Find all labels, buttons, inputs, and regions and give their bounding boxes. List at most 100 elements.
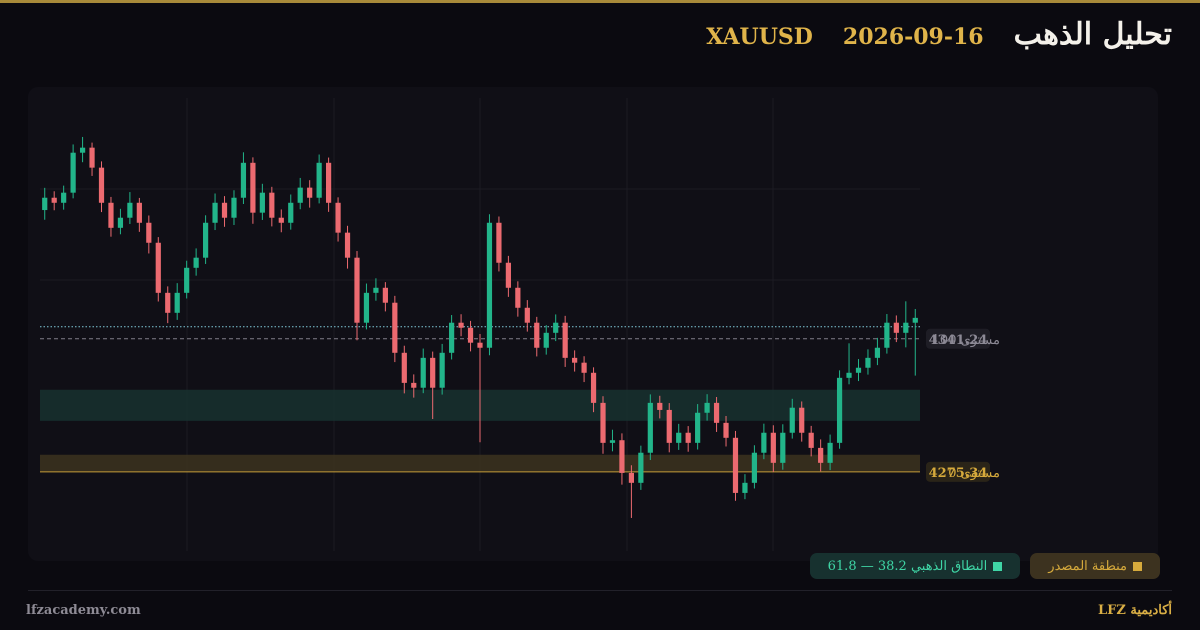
footer-brand: أكاديمية LFZ [1098, 603, 1172, 618]
candle-body [808, 432, 814, 448]
candle-body [382, 287, 388, 303]
candle-body [401, 352, 407, 383]
candle-body [344, 232, 351, 258]
candle-body [231, 197, 237, 218]
candle-body [912, 317, 918, 323]
candle-body [146, 222, 152, 243]
candle-body [174, 292, 180, 313]
candle-body [42, 197, 48, 211]
candle-body [326, 162, 332, 203]
candle-body [354, 257, 360, 323]
candle-body [430, 357, 436, 388]
candle-body [363, 292, 370, 323]
level-value-box [926, 461, 990, 482]
candle-body [903, 322, 909, 333]
candle-body [553, 322, 559, 333]
candle-body [212, 202, 218, 223]
candle-body [259, 192, 265, 213]
candle-body [449, 322, 455, 353]
level-label: مستوى 100 [932, 333, 1000, 348]
candle-body [278, 217, 284, 223]
candle-body [742, 482, 748, 493]
candle-body [420, 357, 426, 388]
candle-body [780, 432, 786, 463]
header: تحليل الذهب 2026-09-16 XAUUSD [706, 17, 1172, 52]
candle-body [316, 162, 322, 198]
candle-body [89, 147, 95, 168]
candle-body [657, 402, 663, 410]
candle-body [770, 432, 776, 463]
candle-body [524, 307, 530, 323]
candle-body [676, 432, 682, 443]
candle-body [713, 402, 720, 423]
candle-body [458, 322, 464, 328]
candle-body [136, 202, 142, 223]
footer-site: lfzacademy.com [26, 603, 141, 618]
candle-body [79, 147, 86, 153]
level-value: 4341.24 [929, 333, 988, 348]
legend-label: منطقة المصدر [1048, 558, 1127, 574]
candle-body [127, 202, 133, 218]
legend-swatch [1133, 561, 1142, 571]
candle-body [486, 222, 493, 348]
candle-body [117, 217, 124, 228]
candle-body [61, 192, 67, 203]
candle-body [789, 407, 795, 433]
candle-body [155, 242, 161, 293]
level-value-box [926, 328, 990, 349]
level-label: مستوى 0 [948, 466, 1000, 481]
candle-body [704, 402, 710, 413]
candle-body [202, 222, 209, 258]
candle-body [666, 409, 672, 443]
candle-body [590, 372, 597, 403]
title: تحليل الذهب [1013, 17, 1172, 52]
candle-body [893, 322, 899, 333]
candle-body [51, 197, 57, 203]
legend-item: منطقة المصدر [1030, 553, 1160, 579]
candle-body [846, 372, 852, 378]
candle-body [638, 452, 644, 483]
legend: منطقة المصدر النطاق الذهبي 38.2 — 61.8 [809, 553, 1160, 579]
candle-body [600, 402, 606, 443]
legend-swatch [993, 561, 1003, 571]
candle-body [855, 367, 862, 373]
candle-body [477, 342, 483, 348]
candle-body [439, 352, 445, 388]
candle-body [269, 192, 275, 218]
candle-body [609, 440, 616, 443]
candle-body [799, 407, 805, 433]
candle-body [836, 377, 843, 443]
candle-body [288, 202, 294, 223]
candle-body [98, 167, 105, 203]
candle-body [732, 437, 739, 493]
candle-body [874, 347, 881, 358]
candle-body [70, 152, 76, 193]
date: 2026-09-16 [842, 24, 984, 50]
candle-body [751, 452, 758, 483]
candle-body [108, 202, 114, 228]
candle-body [505, 262, 511, 288]
candle-body [619, 440, 625, 473]
candle-body [221, 202, 228, 218]
candle-body [335, 202, 341, 233]
legend-item: النطاق الذهبي 38.2 — 61.8 [809, 553, 1021, 579]
candle-body [165, 292, 171, 313]
zone [40, 454, 920, 472]
candle-body [685, 432, 691, 443]
candle-body [543, 332, 549, 348]
candle-body [761, 432, 767, 453]
candle-body [884, 322, 890, 348]
candle-body [581, 362, 587, 373]
candle-body [193, 257, 199, 268]
candle-body [818, 447, 824, 463]
candle-body [628, 472, 634, 483]
candle-body [695, 412, 701, 443]
candle-body [297, 187, 303, 203]
candle-body [240, 162, 247, 198]
candle-body [572, 357, 578, 363]
candle-body [827, 442, 833, 463]
candle-body [723, 422, 729, 438]
candle-body [307, 187, 313, 198]
